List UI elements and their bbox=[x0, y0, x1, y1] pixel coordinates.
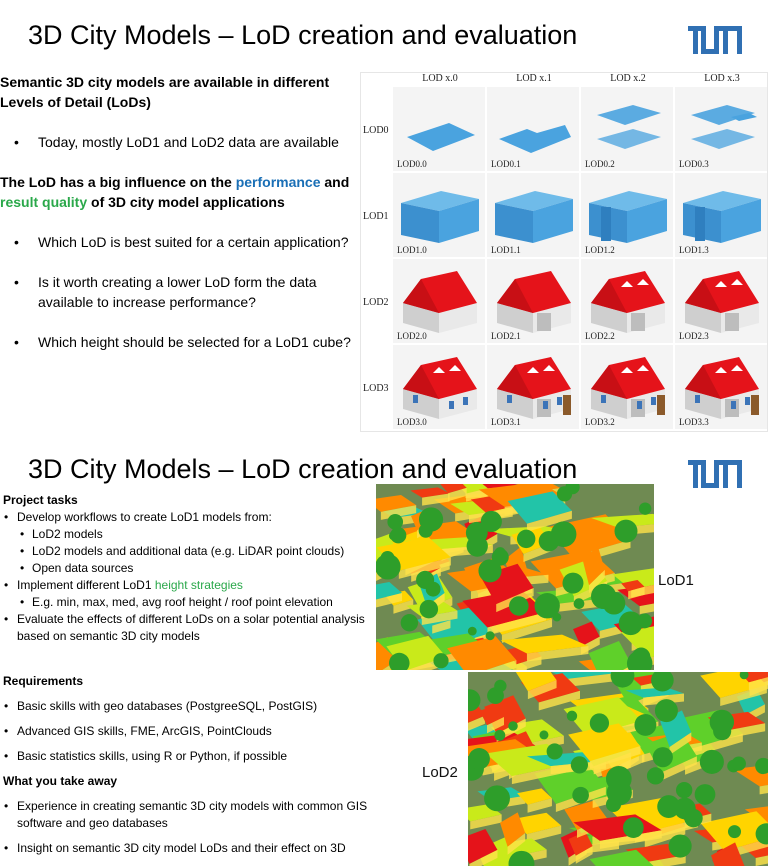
lod-building-illustration bbox=[691, 105, 757, 149]
lod-cell: LOD3.1 bbox=[487, 345, 579, 429]
slide1-body: Semantic 3D city models are available in… bbox=[0, 72, 356, 352]
lod-building-illustration bbox=[685, 271, 759, 333]
slide-2: 3D City Models – LoD creation and evalua… bbox=[0, 448, 768, 866]
lod-building-illustration bbox=[685, 357, 759, 419]
lod-row-header: LOD0 bbox=[363, 125, 389, 136]
lod-cell-label: LOD3.1 bbox=[491, 417, 521, 427]
lod-cell-label: LOD0.0 bbox=[397, 159, 427, 169]
lod-cell-label: LOD0.2 bbox=[585, 159, 615, 169]
lod-col-header: LOD x.3 bbox=[704, 73, 740, 84]
lod-building-illustration bbox=[597, 105, 661, 149]
lod-col-header: LOD x.1 bbox=[516, 73, 552, 84]
lod-cell-label: LOD0.3 bbox=[679, 159, 709, 169]
tum-logo-icon bbox=[688, 26, 742, 54]
solar-heatmap-illustration bbox=[376, 484, 654, 670]
lod-row-header: LOD1 bbox=[363, 211, 389, 222]
lod-cell: LOD1.2 bbox=[581, 173, 673, 257]
project-tasks-heading: Project tasks bbox=[3, 493, 78, 507]
lod-cell: LOD0.1 bbox=[487, 87, 579, 171]
lod-cell-label: LOD3.3 bbox=[679, 417, 709, 427]
lod-building-illustration bbox=[499, 125, 571, 153]
lod-building-illustration bbox=[497, 357, 571, 419]
lod-cell: LOD2.1 bbox=[487, 259, 579, 343]
question-item: Which height should be selected for a Lo… bbox=[0, 332, 356, 352]
lod-cell-label: LOD3.2 bbox=[585, 417, 615, 427]
lod-cell: LOD2.0 bbox=[393, 259, 485, 343]
slide2-body: Project tasks Develop workflows to creat… bbox=[0, 492, 372, 857]
task-subitem: Open data sources bbox=[0, 560, 372, 577]
task-impl-prefix: Implement different LoD1 bbox=[17, 578, 155, 592]
task-item: Implement different LoD1 height strategi… bbox=[0, 577, 372, 594]
lod-building-illustration bbox=[497, 271, 571, 333]
lod-building-illustration bbox=[495, 191, 573, 243]
lod-building-illustration bbox=[407, 123, 475, 151]
lod-cell: LOD1.3 bbox=[675, 173, 767, 257]
lod-cell: LOD3.2 bbox=[581, 345, 673, 429]
requirement-item: Basic statistics skills, using R or Pyth… bbox=[0, 748, 372, 765]
lod-row-header: LOD2 bbox=[363, 297, 389, 308]
lod-building-illustration bbox=[591, 357, 665, 419]
lod-cell-label: LOD1.2 bbox=[585, 245, 615, 255]
lod-cell: LOD2.3 bbox=[675, 259, 767, 343]
lod-cell-label: LOD1.1 bbox=[491, 245, 521, 255]
tum-logo-icon bbox=[688, 460, 742, 488]
lod-building-illustration bbox=[591, 271, 665, 333]
lod-cell: LOD3.3 bbox=[675, 345, 767, 429]
height-strategies-highlight: height strategies bbox=[154, 578, 243, 592]
requirements-heading: Requirements bbox=[3, 674, 84, 688]
result-quality-highlight: result quality bbox=[0, 194, 88, 210]
lod-cell-label: LOD2.3 bbox=[679, 331, 709, 341]
task-subitem: E.g. min, max, med, avg roof height / ro… bbox=[0, 594, 372, 611]
task-subitem: LoD2 models and additional data (e.g. Li… bbox=[0, 543, 372, 560]
lod-cell-label: LOD2.1 bbox=[491, 331, 521, 341]
lod-cell: LOD0.0 bbox=[393, 87, 485, 171]
lod-building-illustration bbox=[683, 191, 761, 243]
lod2-solar-city-image bbox=[468, 672, 768, 866]
question-item: Is it worth creating a lower LoD form th… bbox=[0, 272, 356, 312]
lod-col-header: LOD x.0 bbox=[422, 73, 458, 84]
question-item: Which LoD is best suited for a certain a… bbox=[0, 232, 356, 252]
lod-cell-label: LOD1.3 bbox=[679, 245, 709, 255]
lod1-image-label: LoD1 bbox=[658, 572, 694, 589]
lod-building-illustration bbox=[589, 191, 667, 243]
lod-building-illustration bbox=[403, 357, 477, 419]
requirement-item: Advanced GIS skills, FME, ArcGIS, PointC… bbox=[0, 723, 372, 740]
lod-cell-label: LOD2.2 bbox=[585, 331, 615, 341]
slide-title: 3D City Models – LoD creation and evalua… bbox=[28, 454, 578, 484]
intro-heading: Semantic 3D city models are available in… bbox=[0, 74, 330, 110]
influence-statement: The LoD has a big influence on the perfo… bbox=[0, 172, 356, 212]
lod-cell: LOD0.3 bbox=[675, 87, 767, 171]
influence-part1: The LoD has a big influence on the bbox=[0, 174, 236, 190]
task-item: Evaluate the effects of different LoDs o… bbox=[0, 611, 372, 645]
lod-cell: LOD3.0 bbox=[393, 345, 485, 429]
performance-highlight: performance bbox=[235, 174, 321, 190]
lod1-solar-city-image bbox=[376, 484, 654, 670]
lod-cell-label: LOD3.0 bbox=[397, 417, 427, 427]
bullet-today: Today, mostly LoD1 and LoD2 data are ava… bbox=[0, 132, 356, 152]
lod-cell-label: LOD2.0 bbox=[397, 331, 427, 341]
lod-grid-figure: LOD x.0 LOD x.1 LOD x.2 LOD x.3 LOD0 LOD… bbox=[360, 72, 768, 432]
lod-col-header: LOD x.2 bbox=[610, 73, 646, 84]
influence-part3: of 3D city model applications bbox=[87, 194, 285, 210]
task-item: Develop workflows to create LoD1 models … bbox=[0, 509, 372, 526]
takeaway-heading: What you take away bbox=[3, 774, 118, 788]
lod-cell: LOD0.2 bbox=[581, 87, 673, 171]
lod-building-illustration bbox=[401, 191, 479, 243]
lod2-image-label: LoD2 bbox=[422, 764, 458, 781]
slide-1: 3D City Models – LoD creation and evalua… bbox=[0, 0, 768, 438]
takeaway-item: Experience in creating semantic 3D city … bbox=[0, 798, 372, 832]
lod-building-illustration bbox=[403, 271, 477, 333]
lod-cell-label: LOD0.1 bbox=[491, 159, 521, 169]
takeaway-item: Insight on semantic 3D city model LoDs a… bbox=[0, 840, 372, 857]
lod-row-header: LOD3 bbox=[363, 383, 389, 394]
lod-cell: LOD1.0 bbox=[393, 173, 485, 257]
task-subitem: LoD2 models bbox=[0, 526, 372, 543]
solar-heatmap-illustration bbox=[468, 672, 768, 866]
slide-title: 3D City Models – LoD creation and evalua… bbox=[28, 20, 578, 50]
requirement-item: Basic skills with geo databases (Postgre… bbox=[0, 698, 372, 715]
lod-cell: LOD2.2 bbox=[581, 259, 673, 343]
lod-cell-label: LOD1.0 bbox=[397, 245, 427, 255]
lod-cell: LOD1.1 bbox=[487, 173, 579, 257]
influence-part2: and bbox=[320, 174, 350, 190]
